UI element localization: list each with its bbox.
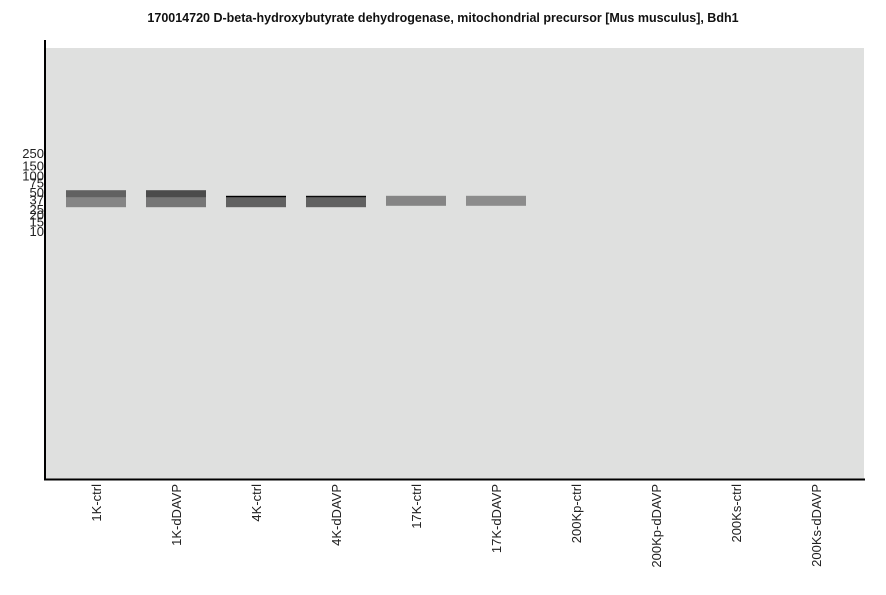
lane-label-200Ks-dDAVP: 200Ks-dDAVP <box>809 484 824 567</box>
lane-label-200Ks-ctrl: 200Ks-ctrl <box>729 484 744 543</box>
lane-label-4K-ctrl: 4K-ctrl <box>249 484 264 522</box>
y-tick-label-15: 15 <box>30 214 44 229</box>
y-tick-label-20: 20 <box>30 207 44 222</box>
y-tick-label-150: 150 <box>22 158 44 173</box>
band-17K-dDAVP-35 <box>466 195 526 206</box>
band-layer <box>66 190 526 208</box>
chart-title: 170014720 D-beta-hydroxybutyrate dehydro… <box>147 11 739 25</box>
y-tick-label-75: 75 <box>30 175 44 190</box>
band-17K-ctrl-35 <box>386 195 446 206</box>
lane-label-4K-dDAVP: 4K-dDAVP <box>329 484 344 546</box>
y-tick-label-250: 250 <box>22 146 44 161</box>
lane-label-17K-dDAVP: 17K-dDAVP <box>489 484 504 553</box>
plot-background <box>46 48 864 479</box>
band-1K-ctrl-33 <box>66 197 126 208</box>
lane-label-17K-ctrl: 17K-ctrl <box>409 484 424 529</box>
band-4K-ctrl-33 <box>226 197 286 208</box>
lane-label-1K-dDAVP: 1K-dDAVP <box>169 484 184 546</box>
lane-label-200Kp-dDAVP: 200Kp-dDAVP <box>649 484 664 568</box>
y-tick-label-37: 37 <box>30 192 44 207</box>
y-tick-label-10: 10 <box>30 224 44 239</box>
lane-labels: 1K-ctrl 1K-dDAVP 4K-ctrl 4K-dDAVP 17K-ctrl 17… <box>89 484 824 568</box>
lane-label-1K-ctrl: 1K-ctrl <box>89 484 104 522</box>
lane-label-200Kp-ctrl: 200Kp-ctrl <box>569 484 584 543</box>
y-tick-label-50: 50 <box>30 185 44 200</box>
y-tick-label-25: 25 <box>30 202 44 217</box>
band-1K-dDAVP-33 <box>146 197 206 208</box>
y-tick-label-100: 100 <box>22 168 44 183</box>
band-1K-dDAVP-44 <box>146 190 206 201</box>
band-4K-dDAVP-33 <box>306 197 366 208</box>
band-1K-ctrl-44 <box>66 190 126 201</box>
